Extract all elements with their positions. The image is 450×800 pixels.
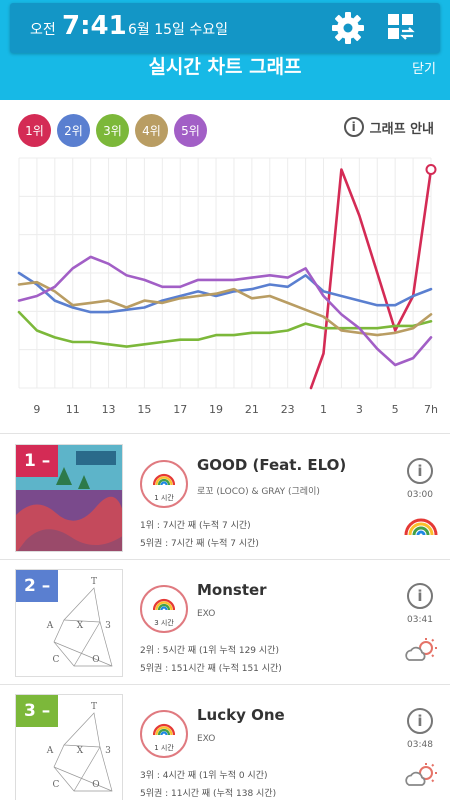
streak-hours: 1 시간 (154, 744, 174, 752)
rank-duration: 2위 : 5시간 째 (1위 누적 129 시간) (140, 646, 279, 656)
song-artist: EXO (197, 734, 216, 744)
song-title: Monster (197, 581, 267, 599)
status-time: 7:41 (62, 11, 127, 41)
divider (0, 433, 450, 434)
streak-hours: 1 시간 (154, 494, 174, 502)
rank-duration: 1위 : 7시간 째 (누적 7 시간) (140, 521, 251, 531)
x-tick-label: 5 (392, 403, 399, 416)
x-tick-label: 9 (33, 403, 40, 416)
rank-badge: 1 – (16, 445, 59, 477)
rank-legend: 1위 2위 3위 4위 5위 (18, 114, 207, 147)
x-tick-label: 21 (245, 403, 259, 416)
cover-letter: T (91, 577, 97, 587)
legend-rank-3[interactable]: 3위 (96, 114, 129, 147)
album-cover: 1 – (15, 444, 123, 552)
cover-letter: A (46, 746, 54, 756)
x-tick-label: 11 (66, 403, 80, 416)
rank-duration: 3위 : 4시간 째 (1위 누적 0 시간) (140, 771, 268, 781)
cover-letter: X (77, 746, 84, 756)
song-title: Lucky One (197, 706, 285, 724)
status-ampm: 오전 (30, 22, 56, 38)
info-icon: i (343, 117, 364, 137)
song-row-3[interactable]: 3 – T A X 3 C O 1 시간 Lucky One EXO 3위 : (0, 686, 450, 800)
status-bar: 오전 7:41 6월 15일 수요일 (10, 3, 440, 53)
graph-guide-button[interactable]: i 그래프 안내 (343, 117, 434, 137)
divider (0, 559, 450, 560)
legend-rank-4[interactable]: 4위 (135, 114, 168, 147)
album-art-exo: T A X 3 C O (46, 702, 113, 792)
x-tick-label: 7h (424, 403, 438, 416)
song-row-2[interactable]: 2 – T A X 3 C O 3 시간 Monster EXO 2위 : 5 (0, 561, 450, 685)
legend-rank-5[interactable]: 5위 (174, 114, 207, 147)
x-tick-label: 13 (102, 403, 116, 416)
streak-hours: 3 시간 (154, 619, 174, 627)
album-cover: 3 – T A X 3 C O (15, 694, 123, 800)
cover-letter: C (53, 655, 60, 665)
cover-letter: A (46, 621, 54, 631)
song-artist: EXO (197, 609, 216, 619)
rainbow-icon (153, 723, 175, 735)
top5-duration: 5위권 : 7시간 째 (누적 7 시간) (140, 539, 259, 549)
song-time: 03:48 (407, 740, 433, 750)
sun-cloud-icon (405, 638, 437, 661)
x-tick-label: 19 (209, 403, 223, 416)
series-line-2 (17, 271, 433, 314)
rainbow-icon (404, 518, 438, 536)
status-date: 6월 15일 수요일 (128, 22, 229, 38)
cover-letter: O (92, 655, 99, 665)
album-cover: 2 – T A X 3 C O (15, 569, 123, 677)
rank-line-chart: 9 11 13 15 17 19 21 23 1 3 5 7h (17, 157, 438, 416)
page-title: 실시간 차트 그래프 (148, 56, 302, 78)
top5-duration: 5위권 : 11시간 째 (누적 138 시간) (140, 789, 277, 799)
song-title: GOOD (Feat. ELO) (197, 456, 347, 474)
header-bar: 오전 7:41 6월 15일 수요일 실시간 차트 그래프 닫기 (0, 0, 450, 100)
song-time: 03:00 (407, 490, 433, 500)
top5-duration: 5위권 : 151시간 째 (누적 151 시간) (140, 664, 282, 674)
x-tick-label: 15 (137, 403, 151, 416)
gear-icon[interactable] (330, 10, 366, 46)
x-tick-label: 1 (320, 403, 327, 416)
cover-letter: X (77, 621, 84, 631)
x-tick-label: 23 (281, 403, 295, 416)
x-tick-label: 17 (173, 403, 187, 416)
rainbow-icon (153, 473, 175, 485)
streak-badge: 1 시간 (140, 710, 188, 758)
streak-badge: 3 시간 (140, 585, 188, 633)
info-icon[interactable]: i (407, 458, 433, 484)
cover-letter: 3 (105, 621, 111, 631)
series-line-3 (17, 310, 433, 348)
song-time: 03:41 (407, 615, 433, 625)
album-art-exo: T A X 3 C O (46, 577, 113, 667)
close-button[interactable]: 닫기 (412, 62, 436, 77)
sun-cloud-icon (405, 763, 437, 786)
divider (0, 684, 450, 685)
song-row-1[interactable]: 1 – 1 시간 GOOD (Feat. ELO) 로꼬 (LOCO) & GR… (0, 436, 450, 560)
graph-guide-label: 그래프 안내 (369, 121, 434, 137)
legend-rank-1[interactable]: 1위 (18, 114, 51, 147)
grid-toggle-icon[interactable] (386, 12, 418, 44)
rainbow-icon (153, 598, 175, 610)
cover-letter: 3 (105, 746, 111, 756)
cover-letter: C (53, 780, 60, 790)
legend-rank-2[interactable]: 2위 (57, 114, 90, 147)
cover-letter: O (92, 780, 99, 790)
series-line-5 (17, 255, 433, 367)
song-artist: 로꼬 (LOCO) & GRAY (그레이) (197, 487, 320, 497)
streak-badge: 1 시간 (140, 460, 188, 508)
series-line-1 (309, 168, 433, 390)
series-end-marker (425, 164, 437, 175)
cover-letter: T (91, 702, 97, 712)
info-icon[interactable]: i (407, 708, 433, 734)
info-icon[interactable]: i (407, 583, 433, 609)
x-tick-label: 3 (356, 403, 363, 416)
rank-badge: 3 – (16, 695, 59, 727)
rank-badge: 2 – (16, 570, 59, 602)
